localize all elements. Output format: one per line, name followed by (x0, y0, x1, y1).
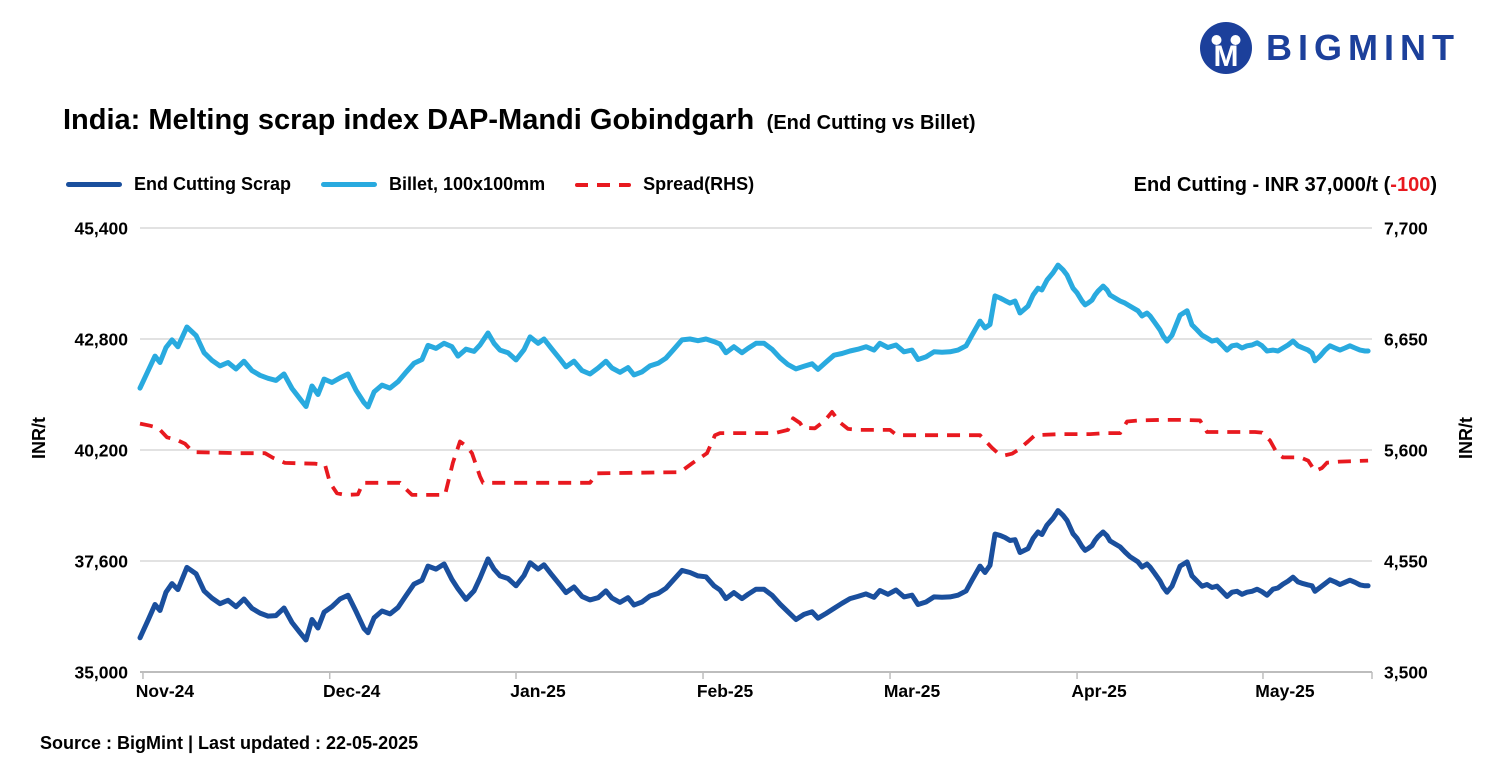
spread-dash-swatch (575, 182, 632, 187)
legend-item-end-cutting: End Cutting Scrap (66, 174, 291, 195)
axis-ticks (142, 672, 1373, 679)
latest-value-annotation: End Cutting - INR 37,000/t (-100) (1134, 174, 1437, 197)
end-cutting-scrap-line (137, 508, 1371, 643)
gridlines (140, 227, 1372, 673)
svg-text:M: M (1214, 40, 1239, 73)
x-axis-tick-label: Nov-24 (136, 681, 195, 701)
legend-label: End Cutting Scrap (134, 174, 291, 194)
left-axis-tick-label: 35,000 (74, 663, 128, 683)
x-axis-tick-label: Mar-25 (884, 681, 941, 701)
chart-legend: End Cutting Scrap Billet, 100x100mm Spre… (66, 174, 754, 195)
legend-label: Spread(RHS) (643, 174, 755, 194)
annotation-text: ) (1430, 174, 1437, 196)
legend-label: Billet, 100x100mm (389, 174, 546, 194)
bigmint-logo: M BIGMINT (1198, 20, 1460, 76)
billet-line-swatch (321, 182, 377, 187)
x-axis-tick-label: Dec-24 (323, 681, 381, 701)
annotation-text: End Cutting - INR 37,000/t ( (1133, 174, 1391, 196)
spread-rhs--line (139, 410, 1369, 497)
x-axis-tick-label: May-25 (1255, 681, 1315, 701)
x-axis-tick-label: Feb-25 (697, 681, 754, 701)
source-note: Source : BigMint | Last updated : 22-05-… (40, 733, 419, 753)
right-axis-tick-label: 3,500 (1384, 663, 1428, 683)
x-axis-tick-label: Jan-25 (510, 681, 566, 701)
right-axis-tick-label: 4,550 (1384, 552, 1428, 572)
bigmint-logo-icon: M (1200, 22, 1253, 74)
end-cutting-line-swatch (66, 182, 122, 187)
left-axis-tick-label: 45,400 (74, 219, 128, 239)
series-lines (137, 262, 1371, 643)
axis-tick-labels: 45,400 42,800 40,200 37,600 35,000 7,700 6,650… (74, 219, 1428, 702)
chart-title: India: Melting scrap index DAP-Mandi Gob… (63, 104, 976, 137)
billet-100x100mm-line (137, 262, 1371, 410)
left-axis-tick-label: 42,800 (74, 330, 128, 350)
x-axis-tick-label: Apr-25 (1071, 681, 1127, 701)
chart-title-main: India: Melting scrap index DAP-Mandi Gob… (63, 104, 755, 136)
right-axis-tick-label: 7,700 (1384, 219, 1428, 239)
logo-wordmark: BIGMINT (1266, 27, 1460, 68)
left-axis-tick-label: 37,600 (74, 552, 128, 572)
legend-item-billet: Billet, 100x100mm (321, 174, 545, 195)
right-axis-tick-label: 6,650 (1384, 330, 1428, 350)
annotation-change-value: -100 (1390, 174, 1431, 196)
chart-title-sub: (End Cutting vs Billet) (766, 112, 976, 134)
left-axis-tick-label: 40,200 (74, 441, 128, 461)
legend-item-spread: Spread(RHS) (575, 174, 754, 195)
right-axis-tick-label: 5,600 (1384, 441, 1428, 461)
